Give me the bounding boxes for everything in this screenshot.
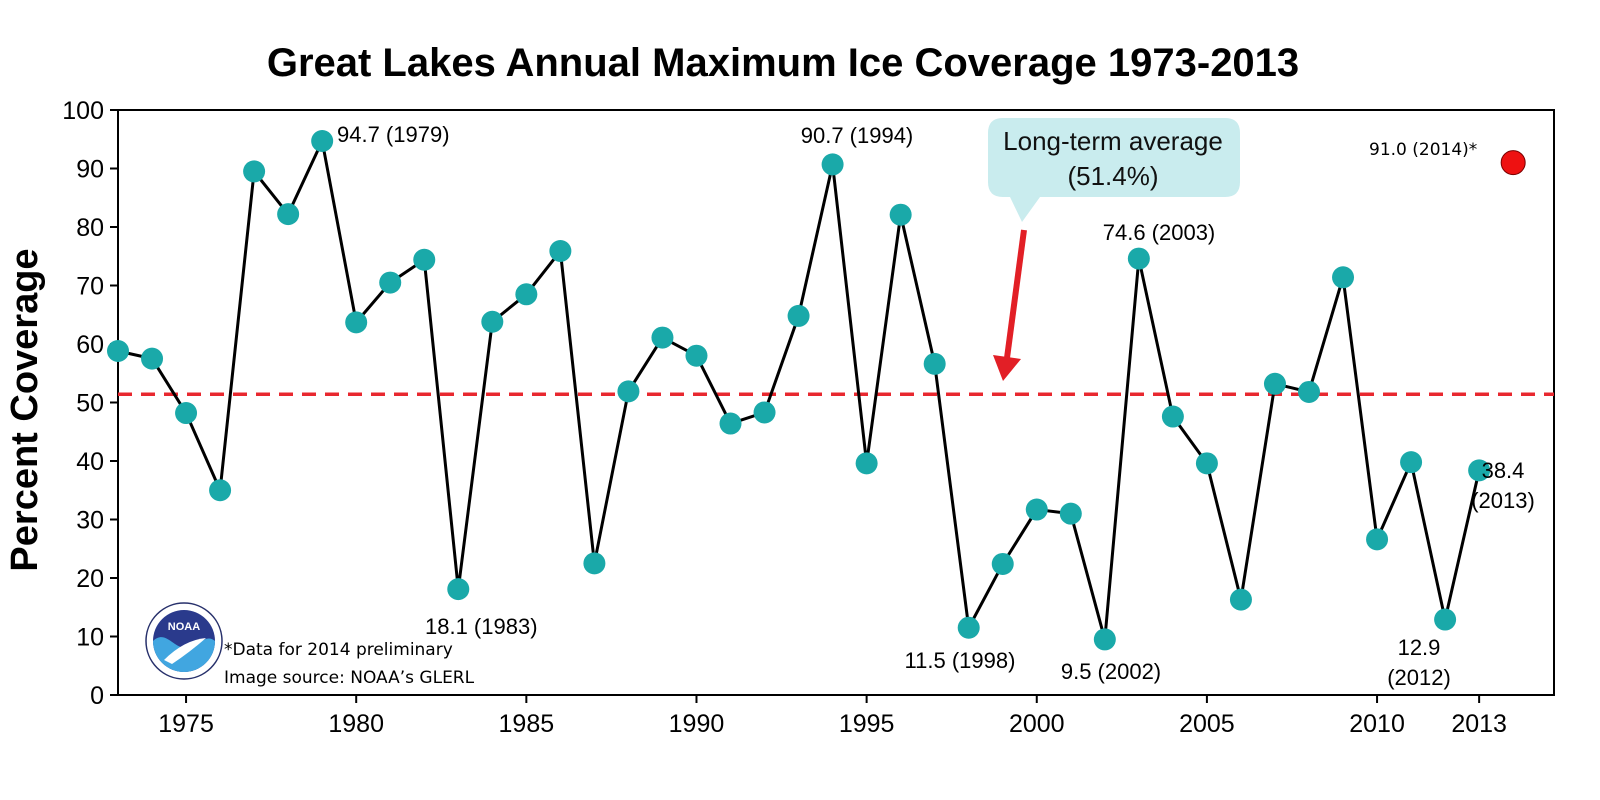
- data-point-1995: [855, 452, 878, 475]
- data-point-1975: [175, 402, 198, 425]
- data-point-2008: [1297, 380, 1320, 403]
- x-tick-label: 1980: [328, 710, 384, 738]
- x-tick-label: 2010: [1349, 710, 1405, 738]
- data-point-1980: [345, 311, 368, 334]
- annotation-1998: 11.5 (1998): [905, 648, 1016, 673]
- annotation-2002: 9.5 (2002): [1061, 659, 1161, 684]
- annotation-1983: 18.1 (1983): [425, 614, 538, 639]
- x-tick-label: 1985: [499, 710, 555, 738]
- data-point-1999: [991, 552, 1014, 575]
- callout-line-2: (51.4%): [1067, 161, 1158, 191]
- data-point-2001: [1059, 502, 1082, 525]
- annotation-2012-year: (2012): [1387, 665, 1451, 690]
- annotation-2003: 74.6 (2003): [1103, 220, 1216, 245]
- data-point-1979: [311, 130, 334, 153]
- y-tick-label: 80: [76, 214, 104, 242]
- callout: Long-term average (51.4%): [988, 118, 1240, 381]
- data-point-1976: [209, 479, 232, 502]
- callout-arrow: [1004, 229, 1027, 359]
- data-point-1983: [447, 578, 470, 601]
- data-point-2000: [1025, 498, 1048, 521]
- data-point-1994: [821, 153, 844, 176]
- data-point-1973: [107, 340, 129, 363]
- data-point-1988: [617, 380, 640, 403]
- data-point-1977: [243, 160, 266, 183]
- y-tick-label: 40: [76, 448, 104, 476]
- data-point-2013: [1468, 459, 1491, 482]
- data-point-1982: [413, 248, 436, 271]
- note-source: Image source: NOAA’s GLERL: [224, 668, 475, 688]
- y-axis-label: Percent Coverage: [4, 248, 46, 571]
- data-point-2006: [1229, 588, 1252, 611]
- data-point-1993: [787, 304, 810, 327]
- x-tick-label: 2000: [1009, 710, 1065, 738]
- x-tick-label: 1990: [669, 710, 725, 738]
- annotation-2013-year: (2013): [1471, 488, 1535, 513]
- y-axis: 0 10 20 30 40 50 60 70 80 90 100: [62, 97, 118, 710]
- data-point-2002: [1093, 628, 1116, 651]
- x-tick-label: 1995: [839, 710, 895, 738]
- data-point-2010: [1366, 528, 1389, 551]
- data-point-1992: [753, 401, 776, 424]
- y-tick-label: 20: [76, 565, 104, 593]
- data-point-1990: [685, 344, 708, 367]
- data-point-1985: [515, 283, 538, 306]
- y-tick-label: 90: [76, 156, 104, 184]
- data-point-2007: [1263, 372, 1286, 395]
- y-tick-label: 50: [76, 390, 104, 418]
- annotation-1979: 94.7 (1979): [337, 122, 450, 147]
- data-point-1981: [379, 271, 402, 294]
- data-point-1974: [141, 347, 164, 370]
- callout-line-1: Long-term average: [1003, 126, 1223, 156]
- data-point-2005: [1195, 452, 1218, 475]
- annotation-1994: 90.7 (1994): [801, 123, 914, 148]
- x-tick-label: 2005: [1179, 710, 1235, 738]
- noaa-logo-text: NOAA: [168, 621, 200, 633]
- y-tick-label: 70: [76, 273, 104, 301]
- annotation-2012-value: 12.9: [1398, 635, 1441, 660]
- data-points: [107, 130, 1491, 651]
- noaa-logo-icon: NOAA: [145, 602, 223, 680]
- y-tick-label: 0: [90, 682, 104, 710]
- data-point-1996: [889, 203, 912, 226]
- y-tick-label: 60: [76, 331, 104, 359]
- y-tick-label: 30: [76, 507, 104, 535]
- callout-bubble: [988, 118, 1240, 222]
- annotation-2014: 91.0 (2014)*: [1369, 140, 1477, 160]
- x-tick-label: 1975: [158, 710, 214, 738]
- annotations: 94.7 (1979) 18.1 (1983) 90.7 (1994) 11.5…: [337, 122, 1535, 690]
- chart-title: Great Lakes Annual Maximum Ice Coverage …: [267, 41, 1299, 85]
- point-2014: [1500, 150, 1526, 176]
- data-point-1998: [957, 616, 980, 639]
- data-point-1978: [277, 203, 300, 226]
- data-point-2012: [1434, 608, 1457, 631]
- data-point-1989: [651, 326, 674, 349]
- data-point-1984: [481, 310, 504, 333]
- data-point-1991: [719, 412, 742, 435]
- data-point-2009: [1332, 266, 1355, 289]
- y-tick-label: 100: [62, 97, 104, 125]
- note-preliminary: *Data for 2014 preliminary: [224, 640, 453, 660]
- x-tick-label: 2013: [1451, 710, 1507, 738]
- annotation-2013-value: 38.4: [1482, 458, 1525, 483]
- data-point-1987: [583, 552, 606, 575]
- data-point-2004: [1161, 405, 1184, 428]
- callout-arrowhead: [993, 355, 1021, 381]
- data-point-1986: [549, 239, 572, 262]
- y-tick-label: 10: [76, 624, 104, 652]
- data-point-2011: [1400, 451, 1423, 474]
- data-point-2003: [1127, 247, 1150, 270]
- x-axis: 1975 1980 1985 1990 1995 2000 2005 2010 2013: [158, 695, 1507, 738]
- data-point-1997: [923, 352, 946, 375]
